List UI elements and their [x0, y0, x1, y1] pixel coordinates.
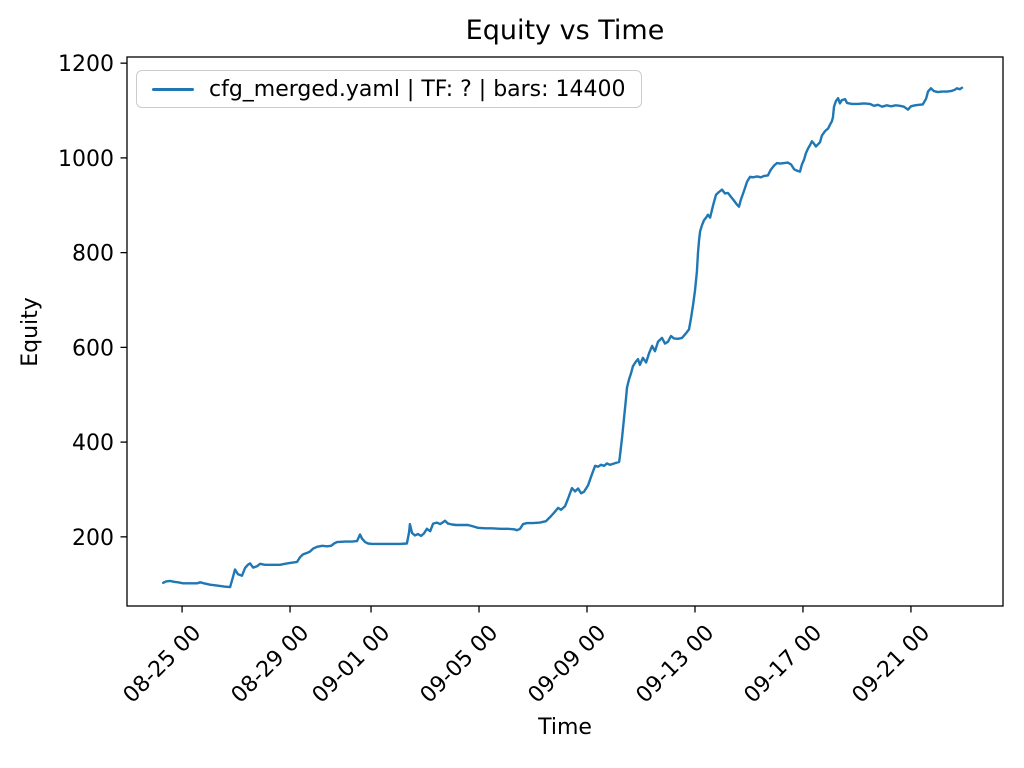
y-tick-label: 1000	[58, 147, 114, 172]
y-tick-label: 200	[72, 526, 114, 551]
y-axis-label: Equity	[18, 297, 43, 367]
equity-line	[161, 86, 964, 589]
y-tick-label: 400	[72, 431, 114, 456]
x-tick-label: 09-13 00	[632, 621, 720, 709]
x-tick-label: 08-25 00	[119, 621, 207, 709]
y-tick-label: 800	[72, 242, 114, 267]
x-tick-label: 09-21 00	[848, 621, 936, 709]
y-tick-label: 1200	[58, 52, 114, 77]
axes-spines	[126, 56, 1004, 607]
x-axis-label: Time	[538, 715, 592, 740]
legend-label: cfg_merged.yaml | TF: ? | bars: 14400	[209, 76, 626, 102]
legend: cfg_merged.yaml | TF: ? | bars: 14400	[136, 70, 642, 108]
y-tick-label: 600	[72, 336, 114, 361]
x-tick-label: 09-17 00	[740, 621, 828, 709]
chart-title: Equity vs Time	[465, 15, 665, 46]
x-tick-label: 09-09 00	[524, 621, 612, 709]
legend-line-swatch	[152, 87, 194, 91]
x-tick-label: 08-29 00	[227, 621, 315, 709]
x-tick-label: 09-05 00	[416, 621, 504, 709]
x-tick-label: 09-01 00	[308, 621, 396, 709]
